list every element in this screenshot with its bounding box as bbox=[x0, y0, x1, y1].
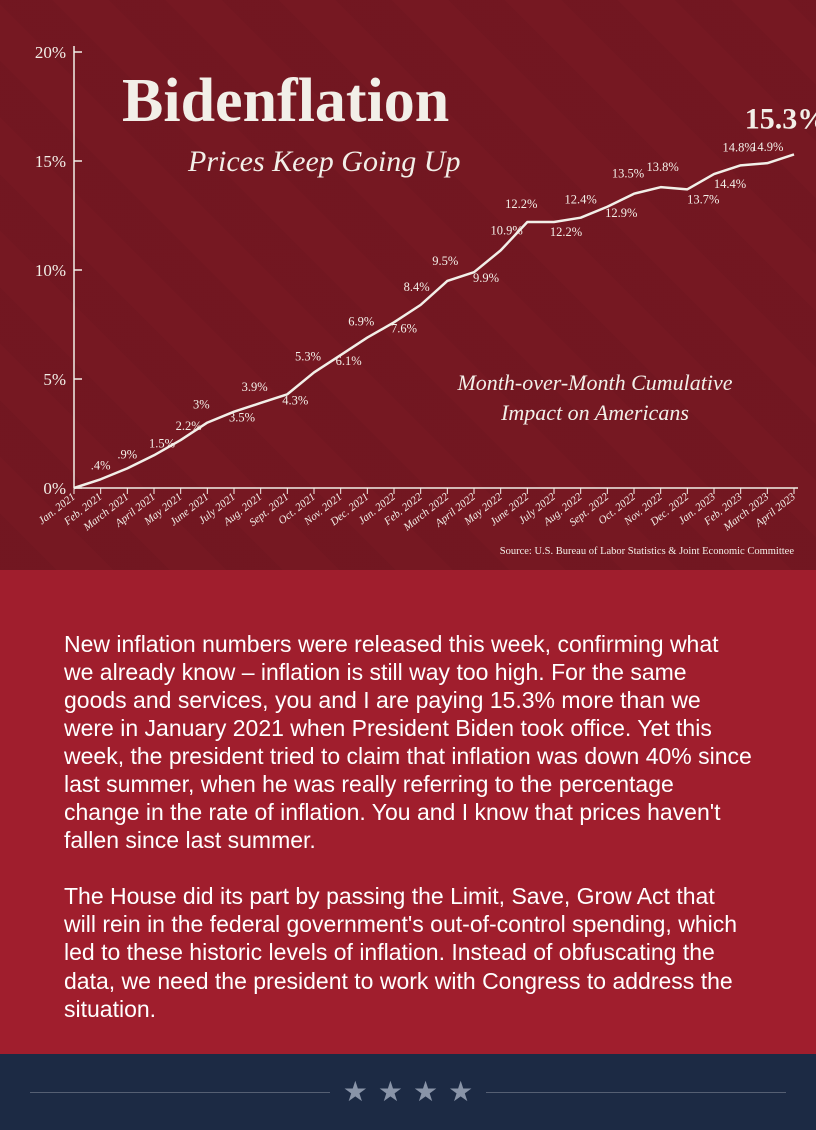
chart-source: Source: U.S. Bureau of Labor Statistics … bbox=[500, 546, 794, 557]
chart-title: Bidenflation bbox=[122, 66, 449, 137]
chart-caption: Month-over-Month Cumulative Impact on Am… bbox=[430, 368, 760, 427]
svg-text:.4%: .4% bbox=[91, 458, 111, 472]
svg-text:13.8%: 13.8% bbox=[647, 160, 679, 174]
footer-line-left bbox=[30, 1092, 330, 1093]
svg-text:15.3%: 15.3% bbox=[745, 102, 816, 135]
svg-text:10.9%: 10.9% bbox=[491, 223, 523, 237]
star-icon: ★ bbox=[343, 1075, 368, 1109]
svg-text:9.5%: 9.5% bbox=[432, 254, 458, 268]
svg-text:9.9%: 9.9% bbox=[473, 271, 499, 285]
body-text: New inflation numbers were released this… bbox=[0, 570, 816, 1063]
svg-text:1.5%: 1.5% bbox=[149, 436, 175, 450]
svg-text:3.5%: 3.5% bbox=[229, 411, 255, 425]
svg-text:4.3%: 4.3% bbox=[282, 393, 308, 407]
svg-text:14.9%: 14.9% bbox=[751, 140, 783, 154]
svg-text:13.7%: 13.7% bbox=[687, 192, 719, 206]
star-icon: ★ bbox=[413, 1075, 438, 1109]
svg-text:10%: 10% bbox=[35, 261, 66, 280]
svg-text:6.1%: 6.1% bbox=[336, 354, 362, 368]
svg-text:6.9%: 6.9% bbox=[348, 315, 374, 329]
svg-text:12.4%: 12.4% bbox=[565, 193, 597, 207]
paragraph-2: The House did its part by passing the Li… bbox=[64, 882, 752, 1022]
svg-text:3.9%: 3.9% bbox=[242, 380, 268, 394]
svg-text:3%: 3% bbox=[193, 398, 210, 412]
svg-text:20%: 20% bbox=[35, 43, 66, 62]
svg-text:8.4%: 8.4% bbox=[404, 280, 430, 294]
chart-subtitle: Prices Keep Going Up bbox=[188, 145, 460, 179]
paragraph-1: New inflation numbers were released this… bbox=[64, 630, 752, 854]
svg-text:0%: 0% bbox=[43, 479, 66, 498]
svg-text:2.2%: 2.2% bbox=[176, 419, 202, 433]
svg-text:5%: 5% bbox=[43, 370, 66, 389]
svg-text:7.6%: 7.6% bbox=[391, 321, 417, 335]
svg-text:.9%: .9% bbox=[117, 447, 137, 461]
svg-text:12.2%: 12.2% bbox=[550, 225, 582, 239]
star-icon: ★ bbox=[448, 1075, 473, 1109]
svg-text:13.5%: 13.5% bbox=[612, 167, 644, 181]
svg-text:12.2%: 12.2% bbox=[505, 197, 537, 211]
footer: ★ ★ ★ ★ bbox=[0, 1054, 816, 1130]
footer-line-right bbox=[486, 1092, 786, 1093]
star-icon: ★ bbox=[378, 1075, 403, 1109]
svg-text:14.4%: 14.4% bbox=[714, 177, 746, 191]
svg-text:15%: 15% bbox=[35, 152, 66, 171]
chart-area: 0%5%10%15%20%Jan. 2021Feb. 2021March 202… bbox=[0, 0, 816, 570]
svg-text:12.9%: 12.9% bbox=[605, 206, 637, 220]
svg-text:14.8%: 14.8% bbox=[723, 140, 755, 154]
svg-text:5.3%: 5.3% bbox=[295, 349, 321, 363]
